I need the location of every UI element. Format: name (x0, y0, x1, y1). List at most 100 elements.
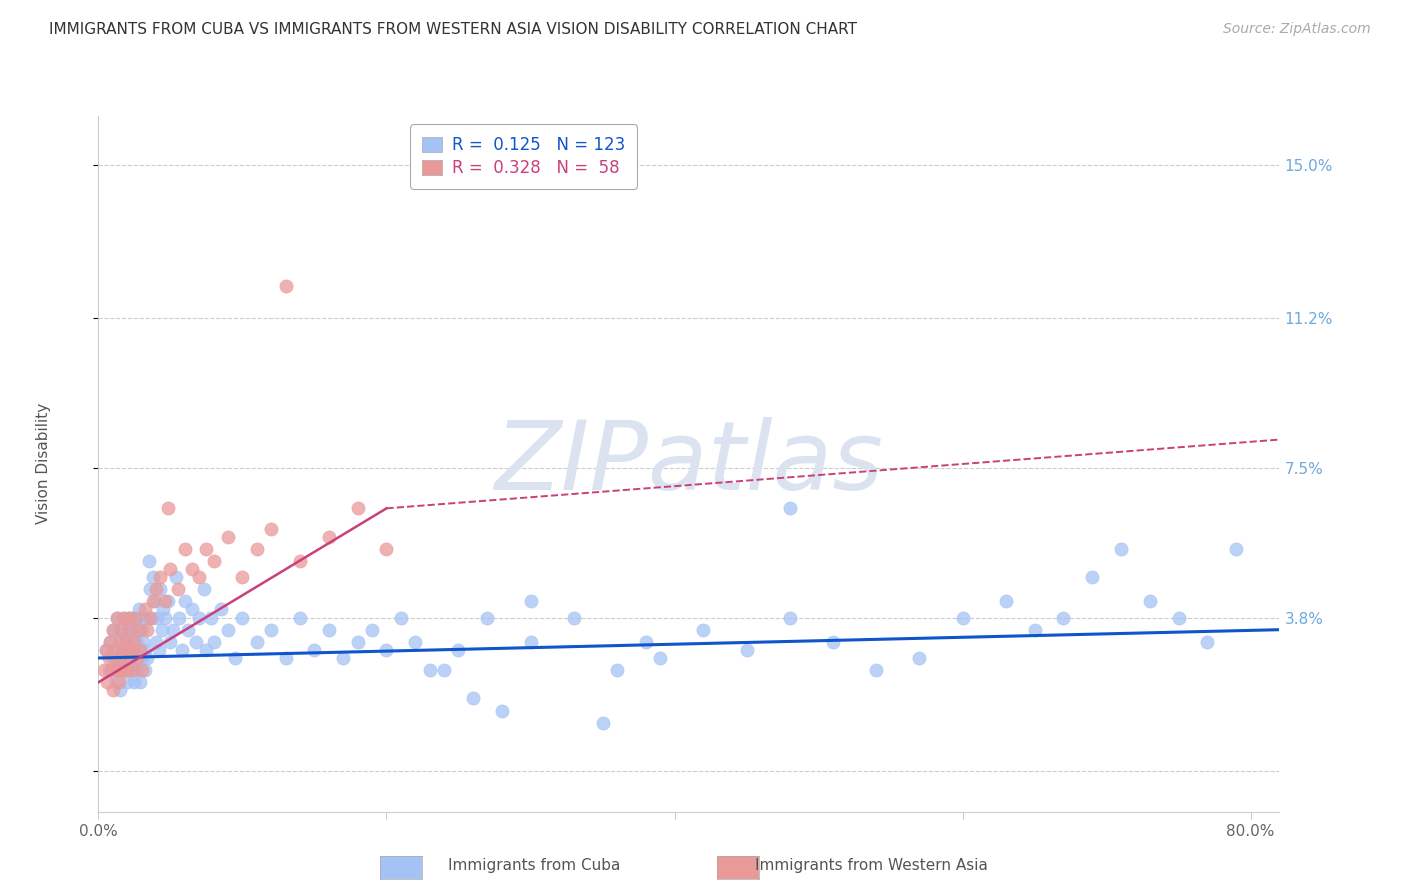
Point (108, 655, 131, 669)
Point (1024, 623, 1046, 637)
Point (346, 635, 368, 649)
Point (139, 582, 162, 597)
Point (246, 541, 269, 556)
Point (111, 643, 134, 657)
Point (181, 562, 204, 576)
Point (124, 651, 146, 665)
Y-axis label: Vision Disability: Vision Disability (37, 403, 51, 524)
Point (121, 643, 143, 657)
Point (1197, 635, 1219, 649)
Point (94, 643, 117, 657)
Point (274, 278, 297, 293)
Point (108, 635, 131, 649)
Point (165, 570, 187, 584)
Point (908, 651, 931, 665)
Point (231, 610, 253, 624)
Point (127, 635, 149, 649)
Point (121, 610, 143, 624)
Point (217, 623, 239, 637)
Point (461, 691, 484, 706)
Point (110, 623, 132, 637)
Point (125, 610, 148, 624)
Point (375, 643, 398, 657)
Point (404, 635, 426, 649)
Point (274, 651, 297, 665)
Point (101, 623, 124, 637)
Point (98, 635, 121, 649)
Point (193, 582, 215, 597)
Point (132, 610, 155, 624)
Point (142, 594, 165, 608)
Point (156, 594, 179, 608)
Point (288, 610, 311, 624)
Point (260, 522, 283, 536)
Point (195, 643, 218, 657)
Point (131, 651, 153, 665)
Point (97, 663, 120, 677)
Point (821, 635, 844, 649)
Point (1139, 594, 1161, 608)
Point (1109, 541, 1132, 556)
Point (318, 623, 340, 637)
Point (246, 635, 269, 649)
Point (112, 635, 135, 649)
Point (173, 594, 195, 608)
Point (115, 623, 138, 637)
Point (100, 663, 122, 677)
Point (145, 582, 167, 597)
Point (304, 643, 326, 657)
Point (491, 704, 513, 718)
Point (128, 602, 150, 616)
Point (188, 570, 211, 584)
Point (105, 651, 128, 665)
Point (115, 643, 138, 657)
Text: Source: ZipAtlas.com: Source: ZipAtlas.com (1223, 22, 1371, 37)
Point (122, 635, 145, 649)
Point (112, 663, 135, 677)
Point (188, 610, 211, 624)
Point (346, 501, 368, 516)
Point (105, 643, 128, 657)
Point (170, 643, 193, 657)
Point (128, 623, 150, 637)
Point (118, 610, 141, 624)
Point (101, 683, 124, 698)
Point (115, 663, 138, 677)
Point (146, 610, 169, 624)
Point (159, 635, 181, 649)
Point (105, 610, 128, 624)
Point (1167, 610, 1189, 624)
Point (110, 623, 132, 637)
Point (994, 594, 1017, 608)
Point (101, 623, 124, 637)
Point (93, 663, 115, 677)
Point (195, 541, 218, 556)
Point (952, 610, 974, 624)
Point (115, 675, 138, 690)
Point (650, 651, 672, 665)
Point (107, 675, 129, 690)
Point (120, 635, 142, 649)
Point (177, 623, 200, 637)
Point (118, 651, 141, 665)
Point (103, 643, 125, 657)
Point (101, 651, 124, 665)
Point (477, 610, 499, 624)
Point (153, 610, 176, 624)
Point (120, 623, 142, 637)
Point (159, 562, 181, 576)
Point (98, 635, 121, 649)
Point (419, 663, 441, 677)
Point (143, 594, 166, 608)
Point (104, 663, 127, 677)
Text: Immigrants from Cuba: Immigrants from Cuba (449, 858, 620, 872)
Point (288, 554, 311, 568)
Point (108, 683, 131, 698)
Point (112, 610, 135, 624)
Point (145, 635, 167, 649)
Point (1052, 610, 1074, 624)
Point (156, 501, 179, 516)
Point (209, 602, 232, 616)
Point (118, 610, 141, 624)
Point (361, 623, 384, 637)
